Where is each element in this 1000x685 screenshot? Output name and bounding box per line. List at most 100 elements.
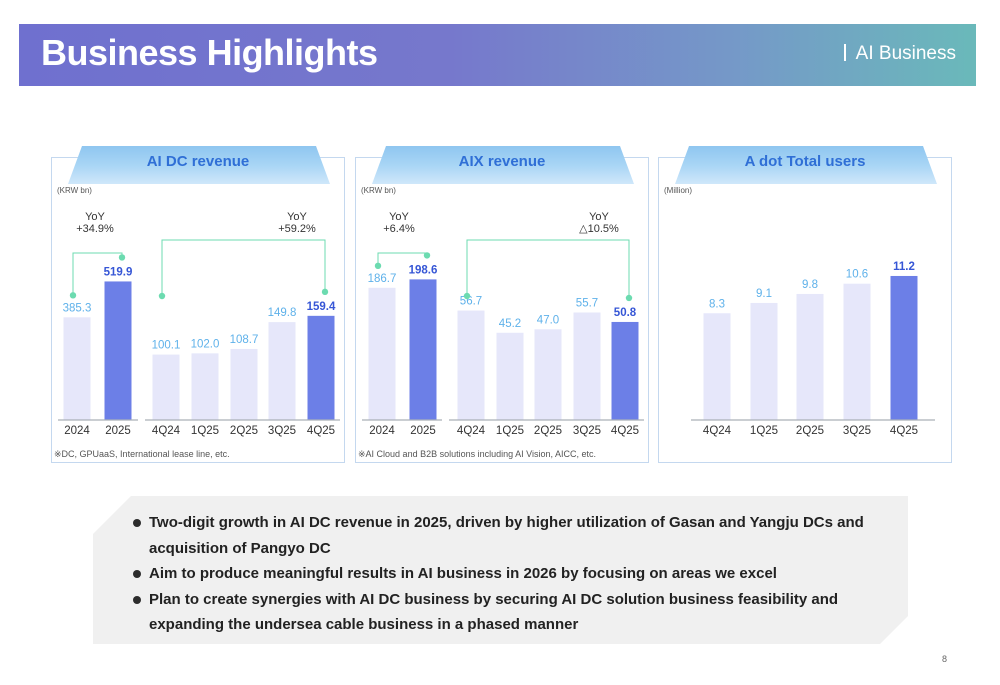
x-tick-label: 2Q25 xyxy=(796,425,824,437)
bar xyxy=(307,315,335,420)
bar-value-label: 100.1 xyxy=(152,340,181,352)
yoy-connector xyxy=(466,239,630,298)
bar-value-label: 198.6 xyxy=(409,264,438,276)
x-tick-label: 3Q25 xyxy=(573,425,601,437)
chart-title: A dot Total users xyxy=(744,153,866,170)
panel-tab xyxy=(372,146,634,184)
yoy-end-dot xyxy=(118,254,126,261)
bar xyxy=(611,321,639,420)
bar xyxy=(496,332,524,420)
bar-value-label: 102.0 xyxy=(191,338,220,350)
x-tick-label: 4Q24 xyxy=(457,425,486,437)
chart-panel-aix-revenue: AIX revenue (KRW bn) 186.7 2024 198.6 2025 5… xyxy=(355,157,649,463)
summary-bullet-text: Plan to create synergies with AI DC busi… xyxy=(149,590,839,633)
yoy-value: △10.5% xyxy=(579,223,619,235)
bar xyxy=(534,329,562,420)
panel-tab xyxy=(675,146,937,184)
yoy-label: YoY xyxy=(389,211,409,223)
bar-value-label: 45.2 xyxy=(499,318,521,330)
bar-value-label: 159.4 xyxy=(307,301,336,313)
bar xyxy=(409,279,437,420)
chart-svg-ai-dc: 385.3 2024 519.9 2025 100.1 4Q24 102.0 1Q25 108.… xyxy=(58,211,340,437)
summary-bullet-text: Aim to produce meaningful results in AI … xyxy=(149,565,777,582)
page-number: 8 xyxy=(941,654,947,664)
chart-panel-a-dot-users: A dot Total users (Million) 8.3 4Q24 9.1 1Q… xyxy=(658,157,952,463)
summary-bullet-text: Two-digit growth in AI DC revenue in 202… xyxy=(149,514,864,557)
bullet-icon xyxy=(133,596,141,604)
bar xyxy=(843,283,871,420)
bar-value-label: 8.3 xyxy=(709,298,725,310)
bar-value-label: 47.0 xyxy=(537,314,559,326)
x-tick-label: 4Q25 xyxy=(890,425,918,437)
divider xyxy=(843,44,846,61)
bar-value-label: 11.2 xyxy=(893,261,915,273)
bar xyxy=(152,354,180,420)
x-tick-label: 2025 xyxy=(410,425,436,437)
yoy-value: +59.2% xyxy=(278,223,316,235)
summary-list: Two-digit growth in AI DC revenue in 202… xyxy=(133,510,873,638)
bar-value-label: 385.3 xyxy=(63,302,92,314)
x-tick-label: 1Q25 xyxy=(750,425,778,437)
bar xyxy=(573,312,601,420)
bar-value-label: 149.8 xyxy=(268,307,297,319)
x-tick-label: 2024 xyxy=(369,425,395,437)
chart-svg-a-dot: 8.3 4Q24 9.1 1Q25 9.8 2Q25 10.6 3Q25 11.2 4Q25 xyxy=(691,261,935,437)
section-label-text: AI Business xyxy=(855,43,956,64)
bar-value-label: 10.6 xyxy=(846,269,868,281)
summary-callout: Two-digit growth in AI DC revenue in 202… xyxy=(93,496,908,644)
chart-svg-aix: 186.7 2024 198.6 2025 56.7 4Q24 45.2 1Q25 47.0 2Q… xyxy=(362,211,644,437)
bar-value-label: 50.8 xyxy=(614,307,637,319)
chart-unit: (KRW bn) xyxy=(361,186,396,195)
chart-unit: (KRW bn) xyxy=(57,186,92,195)
chart-footnote: ※DC, GPUaaS, International lease line, e… xyxy=(54,449,230,459)
yoy-end-dot xyxy=(423,252,431,259)
bar-value-label: 55.7 xyxy=(576,297,598,309)
bar-value-label: 108.7 xyxy=(230,334,259,346)
bar xyxy=(191,353,219,420)
bar xyxy=(63,317,91,420)
chart-footnote: ※AI Cloud and B2B solutions including AI… xyxy=(358,449,597,459)
chart-unit: (Million) xyxy=(664,186,692,195)
page-title: Business Highlights xyxy=(41,32,378,73)
yoy-label: YoY xyxy=(85,211,105,223)
yoy-label: YoY xyxy=(589,211,609,223)
yoy-start-dot xyxy=(374,262,382,270)
bar-value-label: 519.9 xyxy=(104,266,133,278)
yoy-value: +34.9% xyxy=(76,223,114,235)
x-tick-label: 3Q25 xyxy=(843,425,871,437)
x-tick-label: 2024 xyxy=(64,425,90,437)
header-banner: Business Highlights AI Business xyxy=(19,24,976,86)
bar xyxy=(890,275,918,420)
bar xyxy=(457,310,485,420)
yoy-label: YoY xyxy=(287,211,307,223)
chart-panel-ai-dc-revenue: AI DC revenue (KRW bn) 385.3 2024 519.9 202… xyxy=(51,157,345,463)
x-tick-label: 3Q25 xyxy=(268,425,296,437)
yoy-value: +6.4% xyxy=(383,223,415,235)
bar xyxy=(104,281,132,420)
panel-tab xyxy=(68,146,330,184)
yoy-connector xyxy=(161,239,326,296)
x-tick-label: 4Q25 xyxy=(611,425,639,437)
bar-value-label: 186.7 xyxy=(368,273,397,285)
bullet-icon xyxy=(133,570,141,578)
section-label: AI Business xyxy=(843,43,956,65)
bar xyxy=(368,287,396,420)
x-tick-label: 2025 xyxy=(105,425,131,437)
yoy-end-dot xyxy=(625,294,633,302)
x-tick-label: 1Q25 xyxy=(496,425,524,437)
bar xyxy=(230,348,258,420)
yoy-end-dot xyxy=(321,288,329,296)
yoy-start-dot xyxy=(158,292,166,300)
bar xyxy=(268,322,296,420)
summary-bullet: Two-digit growth in AI DC revenue in 202… xyxy=(133,510,873,561)
x-tick-label: 4Q24 xyxy=(152,425,181,437)
x-tick-label: 2Q25 xyxy=(534,425,562,437)
bullet-icon xyxy=(133,519,141,527)
chart-title: AI DC revenue xyxy=(146,153,250,170)
x-tick-label: 4Q24 xyxy=(703,425,732,437)
yoy-start-dot xyxy=(463,292,471,300)
summary-bullet: Plan to create synergies with AI DC busi… xyxy=(133,587,873,638)
yoy-start-dot xyxy=(69,292,77,299)
bar-value-label: 56.7 xyxy=(460,296,482,308)
chart-title: AIX revenue xyxy=(458,153,546,170)
